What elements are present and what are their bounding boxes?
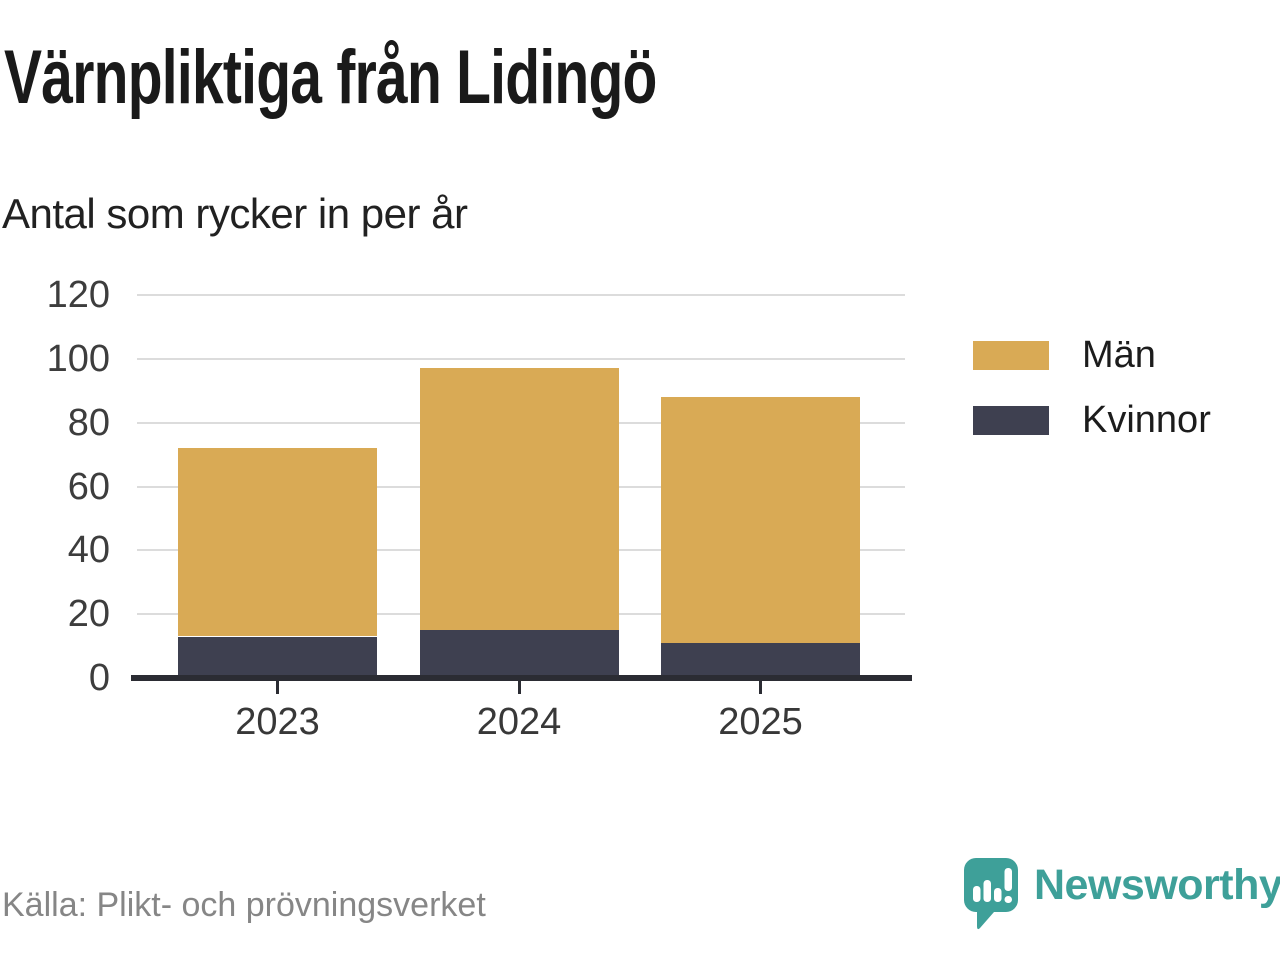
x-axis-baseline (131, 675, 912, 681)
bar-2025-kvinnor (661, 642, 860, 678)
legend-label-man: Män (1082, 334, 1156, 376)
legend-item-man: Män (973, 336, 1211, 374)
legend-item-kvinnor: Kvinnor (973, 401, 1211, 439)
bar-2023-män (178, 448, 377, 637)
gridline (137, 357, 905, 360)
y-axis-tick-label: 20 (67, 593, 110, 636)
newsworthy-logo-icon (964, 858, 1018, 930)
bar-2024-män (419, 368, 619, 631)
y-axis-tick-label: 120 (46, 274, 110, 316)
legend-swatch-kvinnor (973, 405, 1049, 435)
y-axis-tick-label: 100 (46, 337, 110, 380)
chart-legend: Män Kvinnor (973, 336, 1211, 439)
x-axis-tick (276, 681, 279, 694)
chart-subtitle: Antal som rycker in per år (2, 190, 468, 237)
bar-2025-män (661, 397, 860, 643)
newsworthy-brand-link[interactable]: Newsworthy (962, 856, 1280, 932)
y-axis-tick-label: 40 (67, 529, 110, 572)
bar-2024-kvinnor (419, 630, 619, 678)
x-axis-tick-label: 2023 (235, 701, 320, 743)
legend-swatch-man (973, 340, 1049, 370)
x-axis-tick-label: 2024 (476, 701, 562, 743)
y-axis-tick-label: 0 (88, 657, 110, 699)
legend-label-kvinnor: Kvinnor (1082, 399, 1211, 441)
y-axis-tick-label: 80 (67, 401, 110, 444)
x-axis-tick (759, 681, 762, 694)
chart-title: Värnpliktiga från Lidingö (4, 35, 657, 120)
gridline (137, 294, 905, 296)
x-axis-tick (517, 681, 521, 694)
source-attribution: Källa: Plikt- och prövningsverket (2, 886, 486, 924)
newsworthy-brand-name: Newsworthy (1034, 861, 1280, 909)
x-axis-tick-label: 2025 (718, 701, 803, 743)
y-axis-tick-label: 60 (67, 465, 110, 508)
bar-2023-kvinnor (178, 636, 377, 678)
